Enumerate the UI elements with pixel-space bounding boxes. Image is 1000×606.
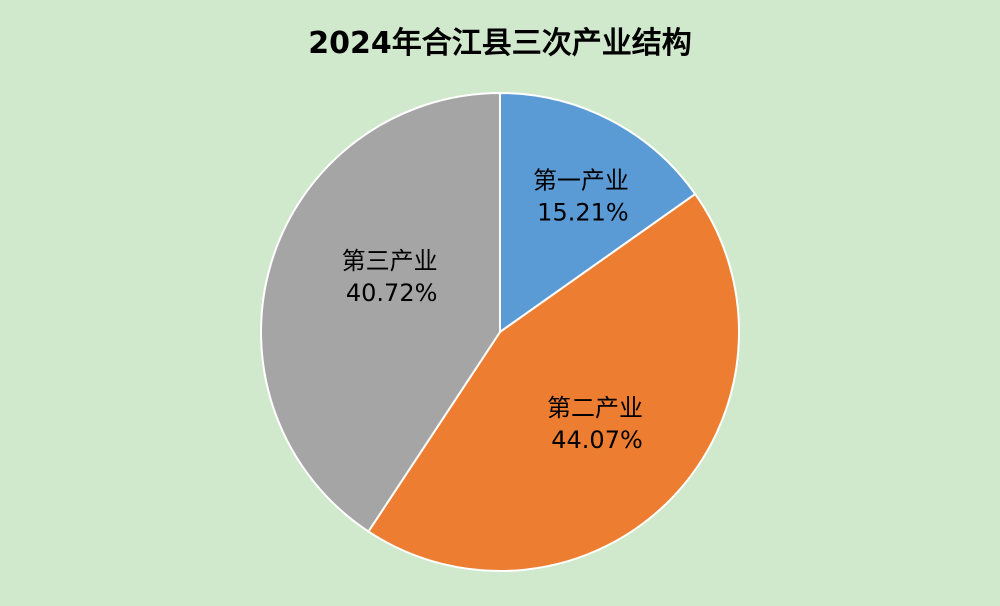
slice-value-label-1: 15.21%	[537, 199, 629, 227]
slice-label-2: 第二产业	[547, 394, 643, 422]
slice-value-label-3: 40.72%	[346, 279, 438, 307]
slice-label-3: 第三产业	[342, 247, 438, 275]
slice-value-label-2: 44.07%	[551, 426, 643, 454]
pie-slice-2	[367, 192, 740, 572]
slice-label-1: 第一产业	[533, 167, 629, 195]
pie-slice-1	[499, 91, 697, 334]
pie-slice-3	[260, 91, 501, 533]
chart-title: 2024年合江县三次产业结构	[308, 26, 692, 61]
